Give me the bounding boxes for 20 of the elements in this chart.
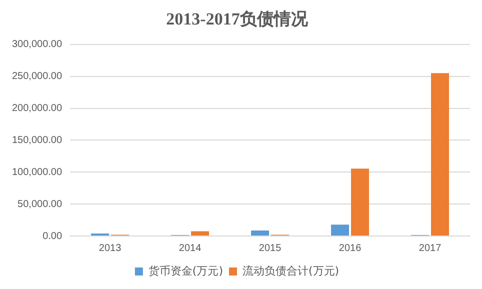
y-tick-label: 100,000.00 <box>12 166 62 178</box>
bar <box>251 230 270 236</box>
y-tick-label: 200,000.00 <box>12 103 62 114</box>
y-tick-label: 150,000.00 <box>12 134 62 146</box>
x-tick-label: 2015 <box>258 242 282 254</box>
x-tick-label: 2017 <box>418 242 442 254</box>
y-tick-label: 300,000.00 <box>12 39 62 50</box>
legend-label: 货币资金(万元) <box>148 264 224 278</box>
chart-title: 2013-2017负债情况 <box>166 10 309 29</box>
bar <box>331 224 350 236</box>
y-tick-label: 250,000.00 <box>12 71 62 82</box>
bar <box>351 168 370 236</box>
x-tick-label: 2013 <box>98 242 122 254</box>
bar <box>191 231 210 236</box>
y-tick-label: 0.00 <box>42 230 62 242</box>
bar <box>431 73 450 236</box>
x-tick-label: 2014 <box>178 242 202 254</box>
legend-label: 流动负债合计(万元) <box>242 264 340 278</box>
y-tick-label: 50,000.00 <box>18 198 62 210</box>
x-tick-label: 2016 <box>338 242 362 254</box>
